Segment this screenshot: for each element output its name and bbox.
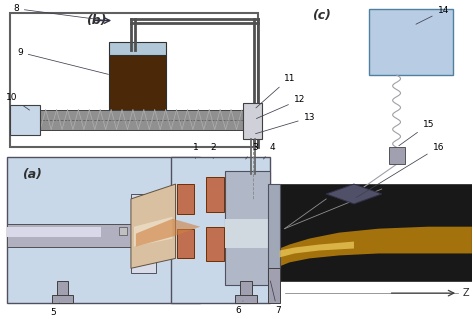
Bar bbox=[206, 227, 224, 261]
Text: 15: 15 bbox=[399, 120, 434, 146]
Text: 4: 4 bbox=[264, 143, 275, 159]
Polygon shape bbox=[136, 219, 201, 247]
Bar bbox=[225, 171, 270, 285]
Bar bbox=[109, 55, 165, 110]
Bar bbox=[7, 224, 131, 247]
Bar bbox=[369, 9, 453, 75]
Bar bbox=[7, 157, 201, 303]
Bar bbox=[206, 177, 224, 212]
Bar bbox=[56, 281, 69, 303]
Polygon shape bbox=[280, 241, 354, 257]
Text: 9: 9 bbox=[17, 48, 109, 74]
Bar bbox=[389, 147, 404, 164]
Text: (b): (b) bbox=[86, 14, 107, 27]
Bar bbox=[171, 157, 270, 303]
Bar bbox=[52, 295, 73, 303]
Bar bbox=[268, 268, 280, 303]
Text: 12: 12 bbox=[256, 95, 305, 119]
Text: 13: 13 bbox=[255, 113, 315, 134]
Text: 1: 1 bbox=[192, 143, 198, 159]
Polygon shape bbox=[280, 227, 472, 266]
Text: 6: 6 bbox=[235, 301, 243, 315]
Text: 7: 7 bbox=[270, 281, 281, 315]
Bar bbox=[109, 42, 165, 55]
Bar bbox=[176, 184, 194, 214]
Text: 11: 11 bbox=[256, 73, 295, 108]
Text: 10: 10 bbox=[6, 93, 29, 110]
Text: 16: 16 bbox=[356, 143, 444, 197]
Bar bbox=[235, 295, 257, 303]
Bar bbox=[243, 103, 262, 139]
Bar bbox=[7, 227, 101, 237]
Bar bbox=[268, 184, 280, 281]
Text: (c): (c) bbox=[312, 9, 331, 22]
Text: 2: 2 bbox=[210, 143, 216, 159]
Bar bbox=[10, 12, 258, 147]
Text: Z: Z bbox=[463, 288, 469, 298]
Bar bbox=[20, 110, 245, 130]
Polygon shape bbox=[131, 184, 175, 268]
Bar bbox=[225, 219, 270, 249]
Text: 8: 8 bbox=[13, 4, 103, 20]
Bar bbox=[119, 227, 127, 234]
Polygon shape bbox=[134, 217, 173, 247]
Bar bbox=[240, 281, 252, 303]
Bar bbox=[131, 194, 156, 273]
Bar bbox=[176, 229, 194, 258]
Polygon shape bbox=[326, 184, 382, 204]
Text: 3: 3 bbox=[246, 143, 258, 159]
Bar bbox=[278, 184, 472, 281]
Text: (a): (a) bbox=[22, 168, 42, 181]
Bar bbox=[10, 105, 40, 135]
Text: 14: 14 bbox=[416, 6, 449, 24]
Text: 5: 5 bbox=[51, 303, 60, 317]
